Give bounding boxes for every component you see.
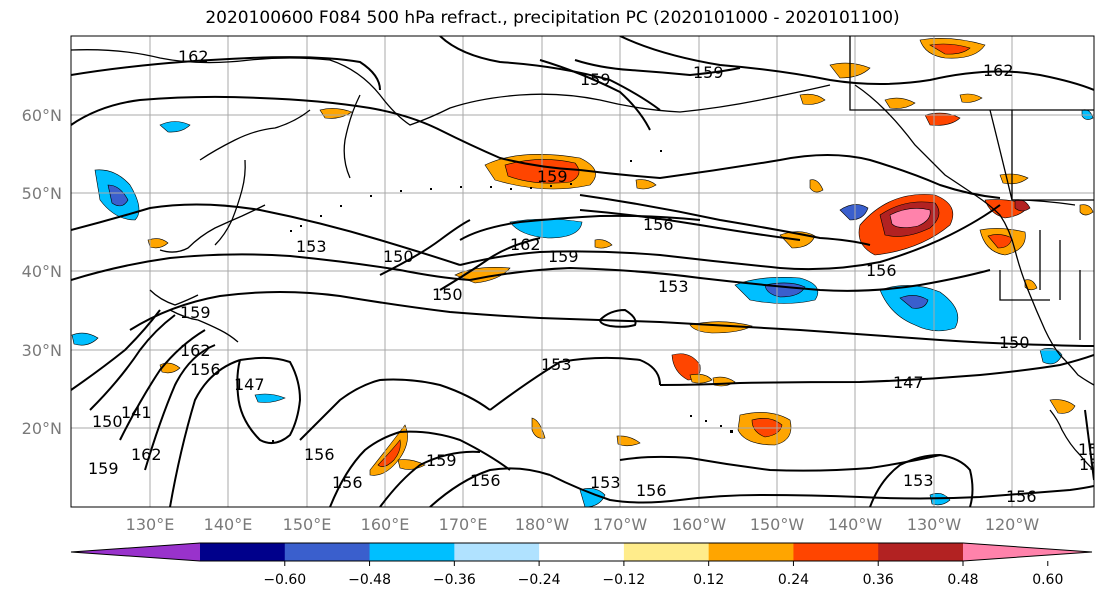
colorbar-segment — [284, 543, 371, 561]
colorbar: −0.60 −0.48 −0.36 −0.24 −0.12 0.12 0.24 0.36 0.4… — [70, 542, 1093, 588]
colorbar-segment — [793, 543, 879, 561]
lat-label: 60°N — [22, 106, 62, 125]
contour-label-159: 159 — [88, 459, 119, 478]
contour-label-159: 159 — [537, 167, 568, 186]
colorbar-segment — [200, 543, 286, 561]
contour-label-162: 162 — [180, 341, 211, 360]
contour-label-153: 153 — [296, 237, 327, 256]
plot-frame — [70, 35, 1095, 508]
contour-label-159: 159 — [693, 63, 724, 82]
colorbar-extend-low — [71, 543, 200, 561]
colorbar-segment — [878, 543, 964, 561]
colorbar-segment — [623, 543, 710, 561]
lon-label: 180°W — [515, 515, 570, 534]
coastlines — [71, 36, 1094, 471]
contour-label-156: 156 — [304, 445, 335, 464]
contour-label-159: 159 — [548, 247, 579, 266]
pacific-islands — [272, 150, 733, 442]
lon-label: 170°E — [439, 515, 488, 534]
contour-label-156: 156 — [470, 471, 501, 490]
contour-label-153: 153 — [590, 473, 621, 492]
colorbar-tick-label: −0.36 — [433, 572, 476, 588]
longitude-axis: 130°E 140°E 150°E 160°E 170°E 180°W 170°… — [126, 515, 1040, 534]
contour-labels: 162 159 159 162 159 156 153 150 162 159 … — [88, 47, 1105, 506]
lon-label: 160°E — [361, 515, 410, 534]
lon-label: 120°W — [985, 515, 1040, 534]
latitude-axis: 60°N 50°N 40°N 30°N 20°N — [22, 106, 62, 438]
lat-label: 30°N — [22, 341, 62, 360]
contour-label-156: 156 — [1006, 487, 1037, 506]
lat-label: 40°N — [22, 262, 62, 281]
colorbar-tick-label: −0.12 — [602, 572, 645, 588]
contour-label-159: 159 — [426, 451, 457, 470]
contour-label-156: 156 — [636, 481, 667, 500]
lon-label: 140°W — [828, 515, 883, 534]
colorbar-segments — [71, 543, 1092, 561]
contour-label-162: 162 — [510, 235, 541, 254]
contour-label-156: 156 — [643, 215, 674, 234]
colorbar-outline — [70, 542, 1093, 562]
colorbar-tick-label: −0.60 — [263, 572, 306, 588]
contour-label-156: 156 — [866, 261, 897, 280]
colorbar-extend-high — [963, 543, 1092, 561]
colorbar-tick-label: 0.24 — [778, 572, 809, 588]
lon-label: 170°W — [593, 515, 648, 534]
contour-label-147: 147 — [234, 375, 265, 394]
colorbar-tick-label: 0.60 — [1032, 572, 1063, 588]
lon-label: 140°E — [204, 515, 253, 534]
contour-label-159: 159 — [180, 303, 211, 322]
colorbar-segment — [539, 543, 625, 561]
refractivity-contours — [71, 36, 1094, 507]
lon-label: 150°E — [283, 515, 332, 534]
contour-label-162: 162 — [983, 61, 1014, 80]
contour-label-141: 141 — [121, 403, 152, 422]
contour-label-159: 159 — [580, 70, 611, 89]
contour-label-150: 150 — [383, 247, 414, 266]
contour-label-147: 147 — [893, 373, 924, 392]
colorbar-tick-label: −0.48 — [348, 572, 391, 588]
lon-label: 130°W — [907, 515, 962, 534]
colorbar-tick-label: 0.12 — [693, 572, 724, 588]
contour-label-150: 150 — [1079, 455, 1105, 474]
contour-label-153: 153 — [903, 471, 934, 490]
contour-label-153: 153 — [658, 277, 689, 296]
contour-label-162: 162 — [178, 47, 209, 66]
colorbar-segment — [369, 543, 455, 561]
contour-label-153: 153 — [541, 355, 572, 374]
map-title: 2020100600 F084 500 hPa refract., precip… — [205, 8, 900, 28]
contour-label-156: 156 — [190, 360, 221, 379]
contour-label-150: 150 — [92, 412, 123, 431]
colorbar-tick-label: 0.36 — [863, 572, 894, 588]
colorbar-tick-label: 0.48 — [947, 572, 978, 588]
contour-label-150: 150 — [999, 333, 1030, 352]
lat-label: 20°N — [22, 419, 62, 438]
lon-label: 150°W — [750, 515, 805, 534]
colorbar-segment — [708, 543, 794, 561]
contour-label-162: 162 — [131, 445, 162, 464]
contour-label-150: 150 — [432, 285, 463, 304]
colorbar-tick-label: −0.24 — [518, 572, 561, 588]
contour-label-156: 156 — [332, 473, 363, 492]
lat-label: 50°N — [22, 184, 62, 203]
precipitation-shading — [71, 38, 1094, 507]
colorbar-segment — [454, 543, 540, 561]
lon-label: 160°W — [672, 515, 727, 534]
graticule-grid — [71, 36, 1094, 507]
contour-label-150: 150 — [1078, 440, 1105, 459]
lon-label: 130°E — [126, 515, 175, 534]
colorbar-ticks: −0.60 −0.48 −0.36 −0.24 −0.12 0.12 0.24 0.36 0.4… — [263, 561, 1063, 588]
